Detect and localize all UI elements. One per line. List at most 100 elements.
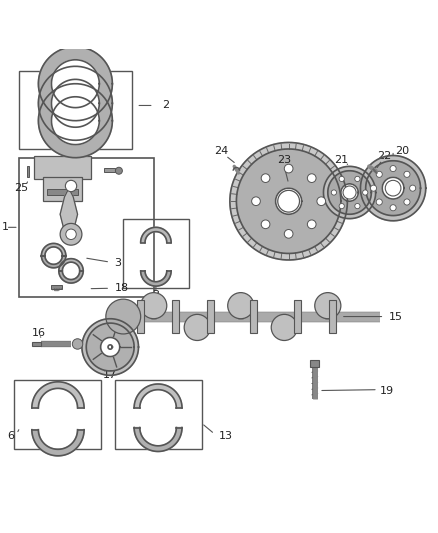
Bar xyxy=(311,360,319,367)
Circle shape xyxy=(66,229,76,239)
Circle shape xyxy=(271,314,297,341)
Circle shape xyxy=(376,199,382,205)
Polygon shape xyxy=(42,256,66,268)
Circle shape xyxy=(339,176,344,182)
Circle shape xyxy=(343,186,356,199)
Polygon shape xyxy=(134,384,182,408)
Bar xyxy=(19,158,154,297)
Circle shape xyxy=(404,199,410,205)
Circle shape xyxy=(390,166,396,172)
Circle shape xyxy=(116,167,122,174)
Circle shape xyxy=(261,174,270,182)
Text: 2: 2 xyxy=(162,100,170,110)
Polygon shape xyxy=(141,271,171,286)
Circle shape xyxy=(376,171,382,177)
Circle shape xyxy=(284,164,293,173)
Text: 6: 6 xyxy=(7,431,14,441)
Polygon shape xyxy=(39,47,113,120)
Bar xyxy=(19,71,132,149)
Bar xyxy=(27,166,29,177)
Polygon shape xyxy=(42,244,66,256)
Bar xyxy=(14,379,102,449)
Polygon shape xyxy=(60,188,78,240)
Circle shape xyxy=(106,299,141,334)
Bar xyxy=(115,379,201,449)
Polygon shape xyxy=(39,84,113,158)
Polygon shape xyxy=(328,171,371,214)
Polygon shape xyxy=(237,149,341,254)
Circle shape xyxy=(410,185,416,191)
Circle shape xyxy=(252,197,260,206)
Circle shape xyxy=(284,230,293,238)
Circle shape xyxy=(315,293,341,319)
Text: 19: 19 xyxy=(380,385,394,395)
Bar xyxy=(137,300,144,333)
Text: 18: 18 xyxy=(115,283,129,293)
Bar xyxy=(32,342,42,346)
Polygon shape xyxy=(347,190,352,195)
Circle shape xyxy=(390,205,396,211)
Polygon shape xyxy=(53,286,58,290)
Text: 20: 20 xyxy=(395,146,409,156)
Bar xyxy=(172,300,179,333)
Polygon shape xyxy=(59,259,83,271)
Text: 15: 15 xyxy=(389,312,403,321)
Polygon shape xyxy=(51,97,99,144)
Text: 24: 24 xyxy=(214,146,228,156)
Polygon shape xyxy=(101,337,120,357)
Circle shape xyxy=(261,220,270,229)
Bar xyxy=(328,300,336,333)
Circle shape xyxy=(385,180,401,196)
Text: 17: 17 xyxy=(103,370,117,381)
Polygon shape xyxy=(51,60,99,108)
Polygon shape xyxy=(108,345,113,349)
Circle shape xyxy=(371,185,377,191)
Circle shape xyxy=(355,204,360,209)
Polygon shape xyxy=(59,271,83,283)
Polygon shape xyxy=(276,188,302,214)
Text: 22: 22 xyxy=(377,150,392,160)
Text: 23: 23 xyxy=(277,155,291,165)
Circle shape xyxy=(339,204,344,209)
Text: 1: 1 xyxy=(1,222,8,232)
Bar xyxy=(251,300,257,333)
Circle shape xyxy=(363,190,368,195)
Text: 25: 25 xyxy=(14,183,28,193)
Polygon shape xyxy=(341,184,358,201)
Polygon shape xyxy=(51,79,99,127)
Text: 3: 3 xyxy=(115,257,122,268)
Polygon shape xyxy=(39,66,113,140)
Circle shape xyxy=(331,190,336,195)
Polygon shape xyxy=(360,156,426,221)
Polygon shape xyxy=(82,319,138,375)
Circle shape xyxy=(355,176,360,182)
Bar xyxy=(43,177,82,201)
Circle shape xyxy=(404,171,410,177)
Polygon shape xyxy=(390,184,396,192)
Circle shape xyxy=(307,220,316,229)
Polygon shape xyxy=(32,430,84,456)
Circle shape xyxy=(141,293,167,319)
Circle shape xyxy=(60,223,82,245)
Polygon shape xyxy=(284,197,293,206)
Text: 16: 16 xyxy=(32,328,46,337)
Text: 13: 13 xyxy=(219,431,233,441)
Text: 21: 21 xyxy=(334,155,348,165)
Bar xyxy=(294,300,301,333)
Circle shape xyxy=(278,190,300,212)
Bar xyxy=(34,156,91,180)
Circle shape xyxy=(317,197,325,206)
Circle shape xyxy=(65,180,77,192)
Circle shape xyxy=(307,174,316,182)
Bar xyxy=(47,189,78,195)
Polygon shape xyxy=(141,228,171,243)
Polygon shape xyxy=(86,323,134,371)
Polygon shape xyxy=(366,161,420,215)
Bar xyxy=(51,285,62,289)
Circle shape xyxy=(228,293,254,319)
Polygon shape xyxy=(323,166,376,219)
Polygon shape xyxy=(134,427,182,451)
Text: 3: 3 xyxy=(152,290,159,300)
Circle shape xyxy=(72,339,83,349)
Bar xyxy=(123,219,188,288)
